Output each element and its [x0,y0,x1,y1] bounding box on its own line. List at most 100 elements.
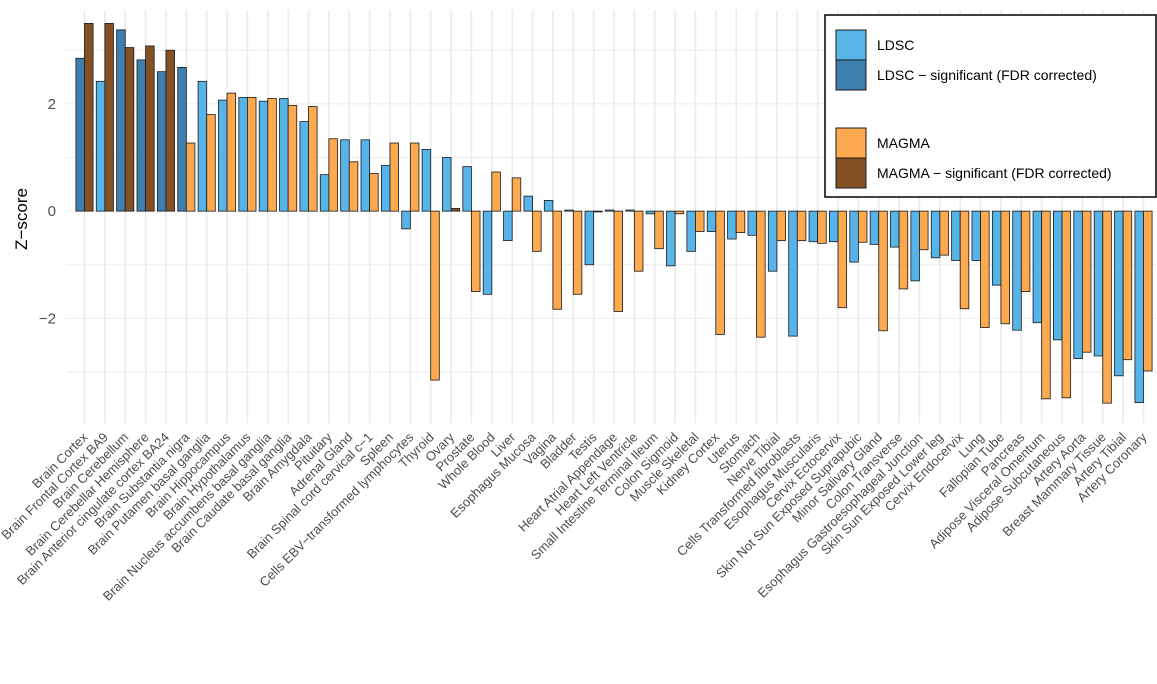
bar-magma [817,210,827,244]
bar-ldsc [421,149,432,212]
legend-label-magma: MAGMA [877,135,931,151]
bar-magma [857,210,868,243]
bar-ldsc [849,210,859,263]
bar-ldsc [788,210,798,337]
bar-ldsc [666,210,676,267]
bar-ldsc [156,71,167,212]
bar-magma [837,210,848,309]
legend-swatch-magma-significant [835,157,867,189]
bar-magma [796,210,807,242]
bar-ldsc [910,210,920,282]
bar-magma [1061,210,1072,399]
bar-magma [552,210,562,310]
bar-magma [776,210,786,242]
bar-magma [715,210,725,335]
bar-magma [674,210,685,215]
bar-ldsc [971,210,981,261]
bar-ldsc [360,139,371,212]
bar-ldsc [218,99,228,212]
bar-magma [1041,210,1051,400]
legend-swatch-ldsc-significant [835,59,867,91]
legend-swatch-ldsc [835,29,867,61]
bar-magma [84,23,94,212]
bar-ldsc [380,165,391,212]
legend-label-ldsc-significant: LDSC − significant (FDR corrected) [877,67,1097,83]
bar-magma [532,210,542,252]
bar-ldsc [1134,210,1144,404]
bar-ldsc [299,121,309,212]
bar-ldsc [584,210,595,266]
bar-ldsc [197,80,208,212]
bar-magma [654,210,664,250]
bar-magma [1122,210,1133,361]
bar-magma [226,92,237,212]
bar-magma [124,47,135,212]
bar-magma [511,177,522,212]
bar-magma [939,210,949,256]
bar-magma [1143,210,1153,372]
y-axis-ticks: −2 0 2 [39,96,56,328]
bar-ldsc [279,98,289,212]
bar-magma [919,210,929,251]
bar-ldsc [747,210,757,236]
bar-ldsc [238,97,248,212]
bar-magma [471,210,481,292]
bar-ldsc [625,209,635,212]
bar-magma [1020,210,1031,292]
bar-ldsc [177,66,187,212]
bar-magma [308,106,318,212]
bar-magma [104,23,114,212]
bar-magma [348,161,359,212]
legend-label-magma-significant: MAGMA − significant (FDR corrected) [877,165,1112,181]
bar-magma [328,138,338,212]
bar-magma [165,49,175,212]
bar-magma [593,210,603,213]
bar-ldsc [829,210,839,243]
bar-ldsc [808,210,819,243]
bar-ldsc [645,210,656,215]
bar-ldsc [930,210,941,259]
bar-magma [572,210,583,295]
bar-magma [247,97,257,212]
y-tick-label: −2 [39,310,56,327]
bar-ldsc [1093,210,1104,357]
bar-ldsc [95,80,106,212]
bar-magma [980,210,990,328]
y-tick-label: 0 [48,203,56,220]
bar-ldsc [136,59,146,212]
bar-ldsc [686,210,696,252]
bar-ldsc [462,166,472,212]
bar-ldsc [605,209,615,212]
bar-ldsc [1053,210,1063,341]
y-axis-title: Z−score [12,188,31,250]
bar-ldsc [1073,210,1083,360]
legend-swatch-magma [835,127,867,159]
bar-ldsc [75,57,85,212]
bar-ldsc [319,174,330,212]
legend-box [824,14,1157,198]
bar-ldsc [258,100,269,212]
bar-ldsc [482,210,493,295]
bar-magma [633,210,644,272]
bar-ldsc [401,210,411,230]
bar-ldsc [442,157,452,212]
bar-ldsc [1032,210,1043,324]
bar-ldsc [1114,210,1124,377]
bar-magma [1000,210,1010,325]
bar-magma [491,171,501,212]
legend: LDSC LDSC − significant (FDR corrected) … [824,14,1157,198]
legend-label-ldsc: LDSC [877,37,914,53]
bar-magma [878,210,888,332]
bar-ldsc [503,210,513,242]
bar-ldsc [869,210,880,245]
bar-ldsc [116,29,126,212]
bars [75,23,1153,404]
bar-magma [959,210,970,310]
bar-magma [1102,210,1112,404]
bar-ldsc [951,210,961,261]
bar-magma [735,210,746,233]
bar-ldsc [523,195,533,212]
bar-ldsc [890,210,900,248]
